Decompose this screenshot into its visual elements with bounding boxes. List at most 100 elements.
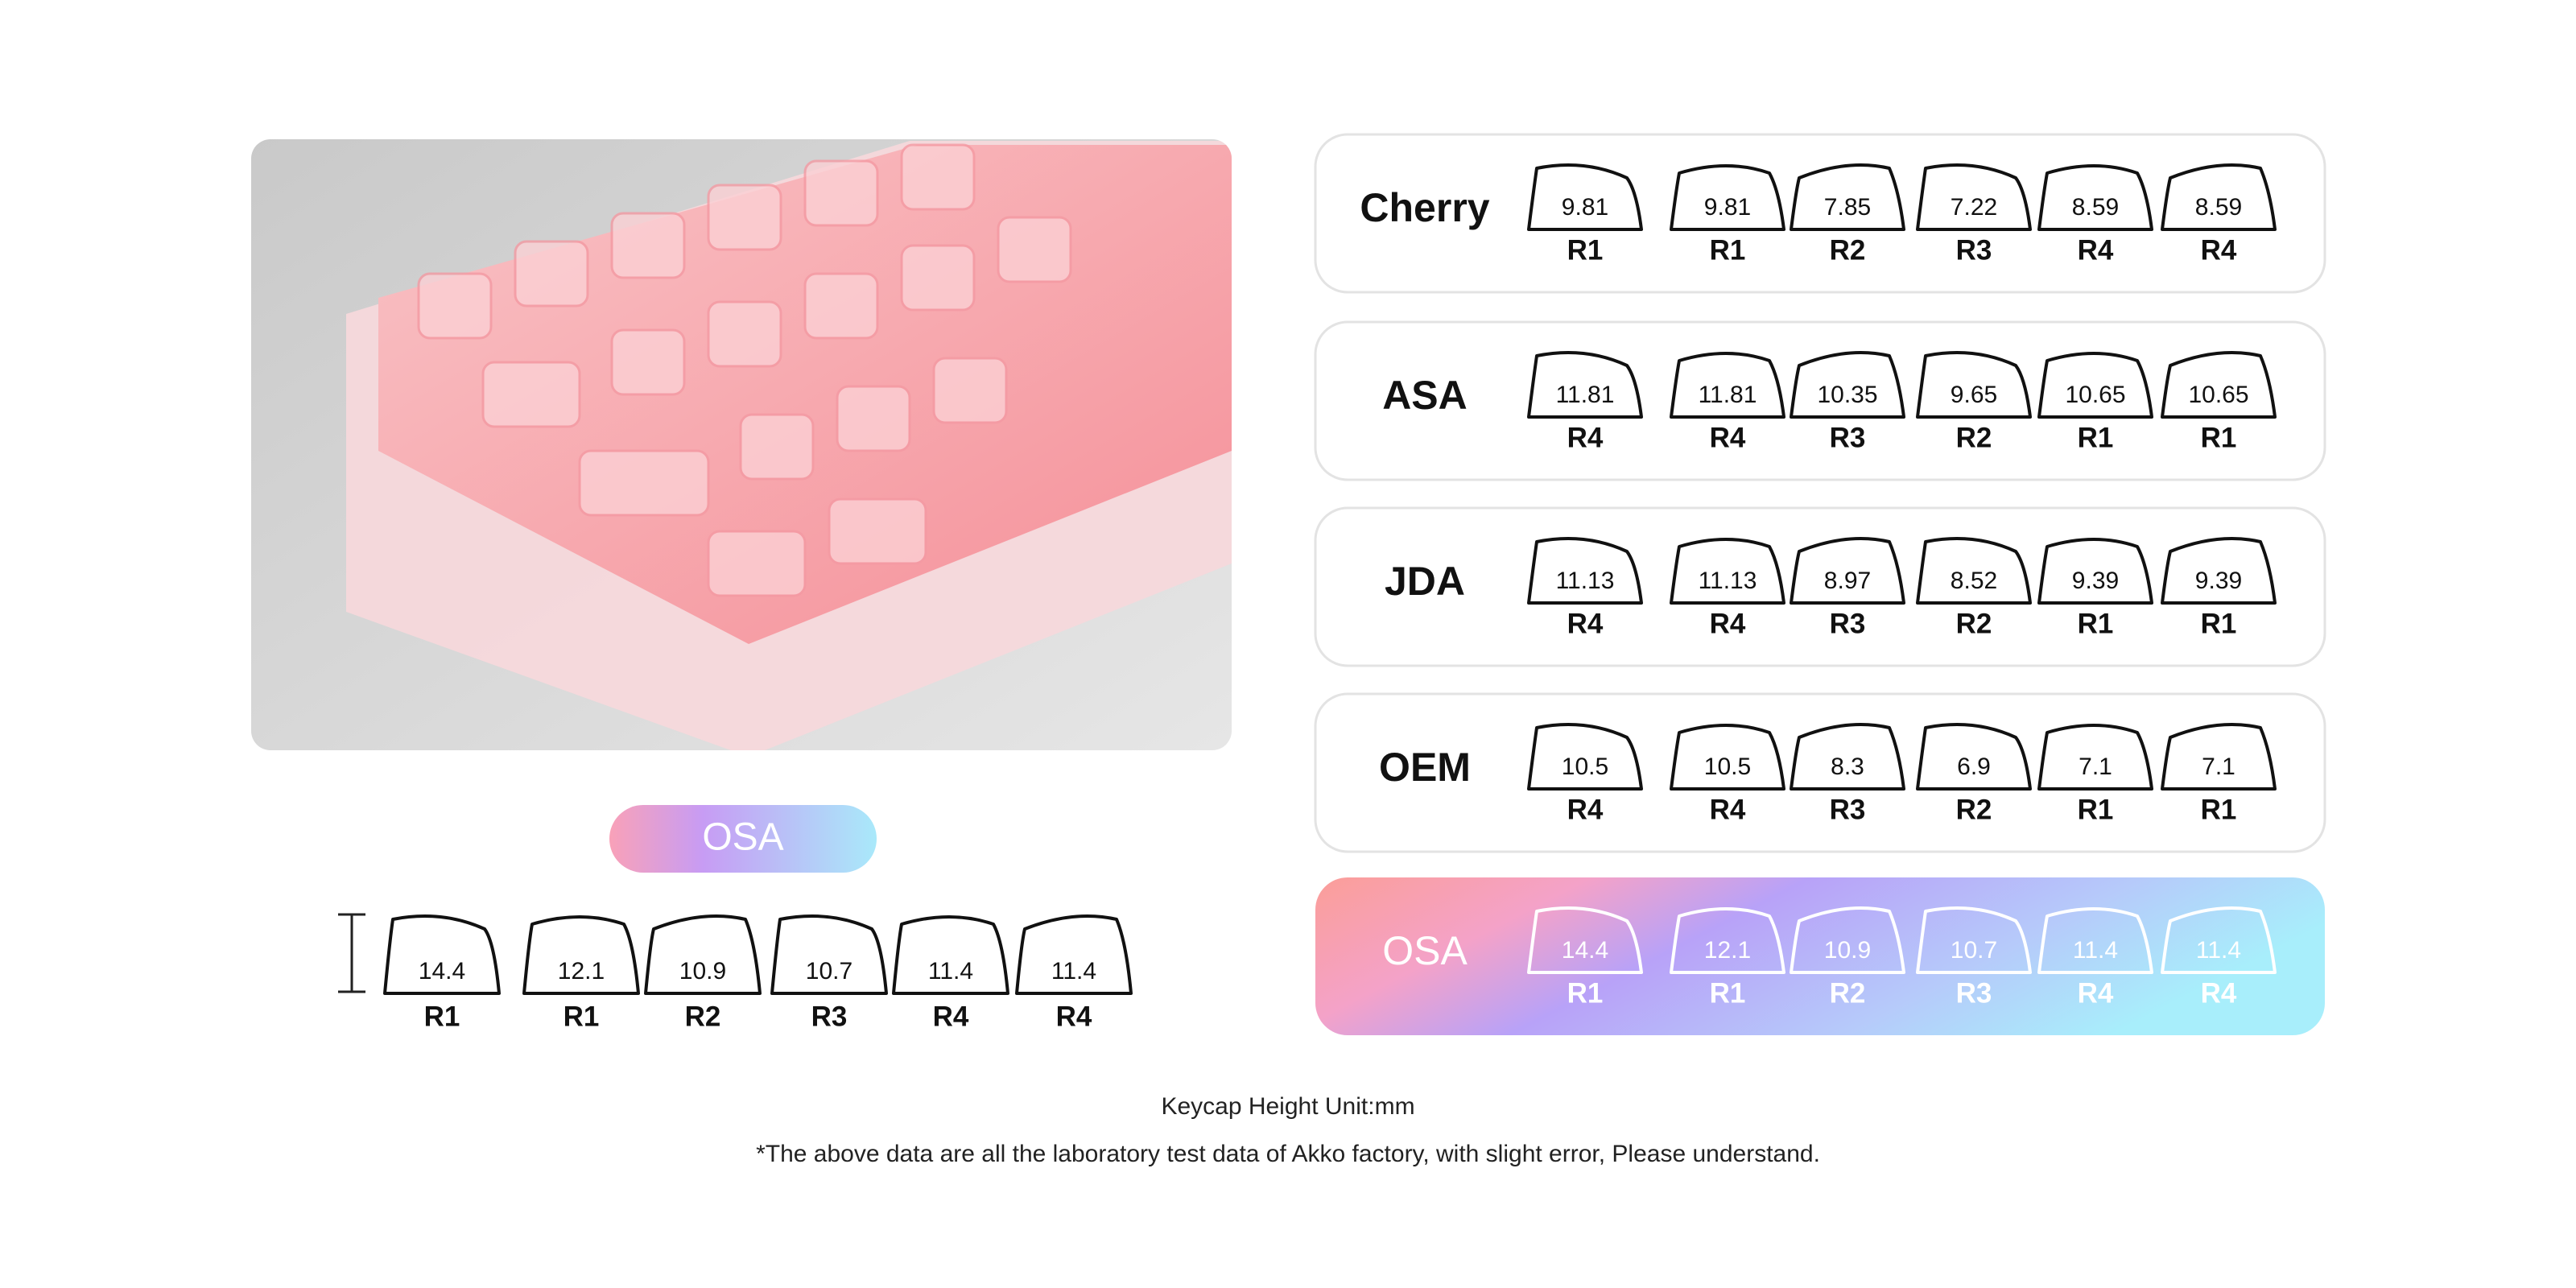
- keycap-row: R3: [1830, 608, 1866, 639]
- keycap-height: 11.81: [1699, 382, 1757, 408]
- keycap-height: 11.4: [1051, 958, 1096, 985]
- keycap-height: 8.59: [2195, 194, 2242, 221]
- keycap: [1527, 163, 1643, 231]
- keycap: [1790, 906, 1905, 974]
- keycap-row: R1: [2201, 794, 2237, 825]
- keycap: [1790, 351, 1905, 419]
- height-bracket: [338, 913, 365, 993]
- keycap-height: 11.4: [928, 958, 973, 985]
- keycap: [1790, 537, 1905, 605]
- keycap: [1916, 906, 2032, 974]
- keycap-height: 10.9: [1824, 937, 1871, 964]
- keycap-row: R3: [1830, 422, 1866, 453]
- keycap-row: R3: [1956, 234, 1992, 266]
- keycap-row: R1: [2078, 422, 2114, 453]
- keycap: [1670, 352, 1785, 419]
- keycap-height: 11.81: [1556, 382, 1615, 408]
- keycap-row: R4: [2201, 977, 2237, 1009]
- keycap-height: 10.7: [806, 958, 852, 985]
- keycap: [1670, 164, 1785, 231]
- keycap-height: 10.65: [2065, 382, 2125, 408]
- osa-badge-label: OSA: [702, 816, 783, 859]
- keycap: [1527, 537, 1643, 605]
- keycap-row: R1: [1567, 234, 1604, 266]
- osa-badge: [609, 805, 877, 873]
- keycap-height: 12.1: [1704, 937, 1751, 964]
- keycap-row: R4: [1710, 794, 1746, 825]
- unit-note: Keycap Height Unit:mm: [1161, 1093, 1414, 1120]
- keycap-row: R1: [424, 1001, 460, 1032]
- profile-panel: [1314, 506, 2326, 667]
- profile-name: OEM: [1379, 745, 1471, 790]
- keycap-row: R4: [1710, 422, 1746, 453]
- keycap-height: 11.13: [1699, 568, 1757, 594]
- keycap-height: 9.81: [1704, 194, 1751, 221]
- keycap-height: 8.59: [2072, 194, 2119, 221]
- keycap-height: 10.9: [679, 958, 726, 985]
- keycap: [2161, 723, 2277, 791]
- keycap: [770, 914, 888, 995]
- keycap-row: R3: [1956, 977, 1992, 1009]
- keycap-height: 7.1: [2079, 753, 2112, 780]
- keycap-height: 9.39: [2195, 568, 2242, 594]
- keycap-height: 8.97: [1824, 568, 1871, 594]
- keycap-height: 10.7: [1951, 937, 1997, 964]
- keycap-row: R1: [1567, 977, 1604, 1009]
- keycap: [1790, 163, 1905, 231]
- keycap: [1916, 351, 2032, 419]
- profile-panel: [1314, 692, 2326, 853]
- keycap: [1015, 914, 1133, 995]
- keycap: [383, 914, 501, 995]
- keycap-row: R2: [1956, 422, 1992, 453]
- keycap: [2161, 537, 2277, 605]
- profile-panel: [1314, 133, 2326, 294]
- profile-panel: [1314, 320, 2326, 481]
- keycap-row: R2: [1956, 608, 1992, 639]
- keycap-height: 9.65: [1951, 382, 1997, 408]
- keycap: [892, 915, 1009, 995]
- profile-name: OSA: [1382, 928, 1468, 973]
- keycap-row: R1: [2078, 608, 2114, 639]
- keycap-height: 7.22: [1951, 194, 1997, 221]
- keycap: [1916, 163, 2032, 231]
- keycap: [2037, 724, 2153, 791]
- keycap-row: R4: [1710, 608, 1746, 639]
- profile-panel: [1315, 877, 2325, 1035]
- keycap: [1790, 723, 1905, 791]
- keycap: [1670, 724, 1785, 791]
- keycap-row: R3: [1830, 794, 1866, 825]
- keycap-height: 11.13: [1556, 568, 1615, 594]
- keycap: [1527, 351, 1643, 419]
- disclaimer: *The above data are all the laboratory t…: [756, 1141, 1820, 1167]
- keycap: [2037, 538, 2153, 605]
- keycap-height: 7.85: [1824, 194, 1871, 221]
- keycap: [1670, 538, 1785, 605]
- keycap-height: 8.3: [1831, 753, 1864, 780]
- keycap-row: R1: [564, 1001, 600, 1032]
- profile-name: JDA: [1385, 559, 1465, 604]
- keycap-row: R4: [2201, 234, 2237, 266]
- keycap-row: R4: [2078, 234, 2114, 266]
- keycap-row: R4: [1056, 1001, 1092, 1032]
- keycap-row: R4: [1567, 422, 1604, 453]
- keycap-row: R1: [2201, 608, 2237, 639]
- keycap-row: R1: [2201, 422, 2237, 453]
- keycap: [2161, 906, 2277, 974]
- keycap: [1670, 907, 1785, 974]
- keycap-row: R4: [933, 1001, 969, 1032]
- keycap-row: R4: [2078, 977, 2114, 1009]
- keycap-row: R2: [1830, 234, 1866, 266]
- keycap-height: 9.81: [1562, 194, 1608, 221]
- keycap-row: R1: [1710, 234, 1746, 266]
- keycap-height: 12.1: [558, 958, 605, 985]
- keycap-height: 14.4: [419, 958, 465, 985]
- keycap: [1527, 906, 1643, 974]
- keycap: [2161, 163, 2277, 231]
- profile-name: Cherry: [1360, 185, 1489, 230]
- keycap-row: R2: [685, 1001, 721, 1032]
- keycap-height: 10.35: [1817, 382, 1877, 408]
- keycap-height: 14.4: [1562, 937, 1608, 964]
- keycap: [644, 914, 762, 995]
